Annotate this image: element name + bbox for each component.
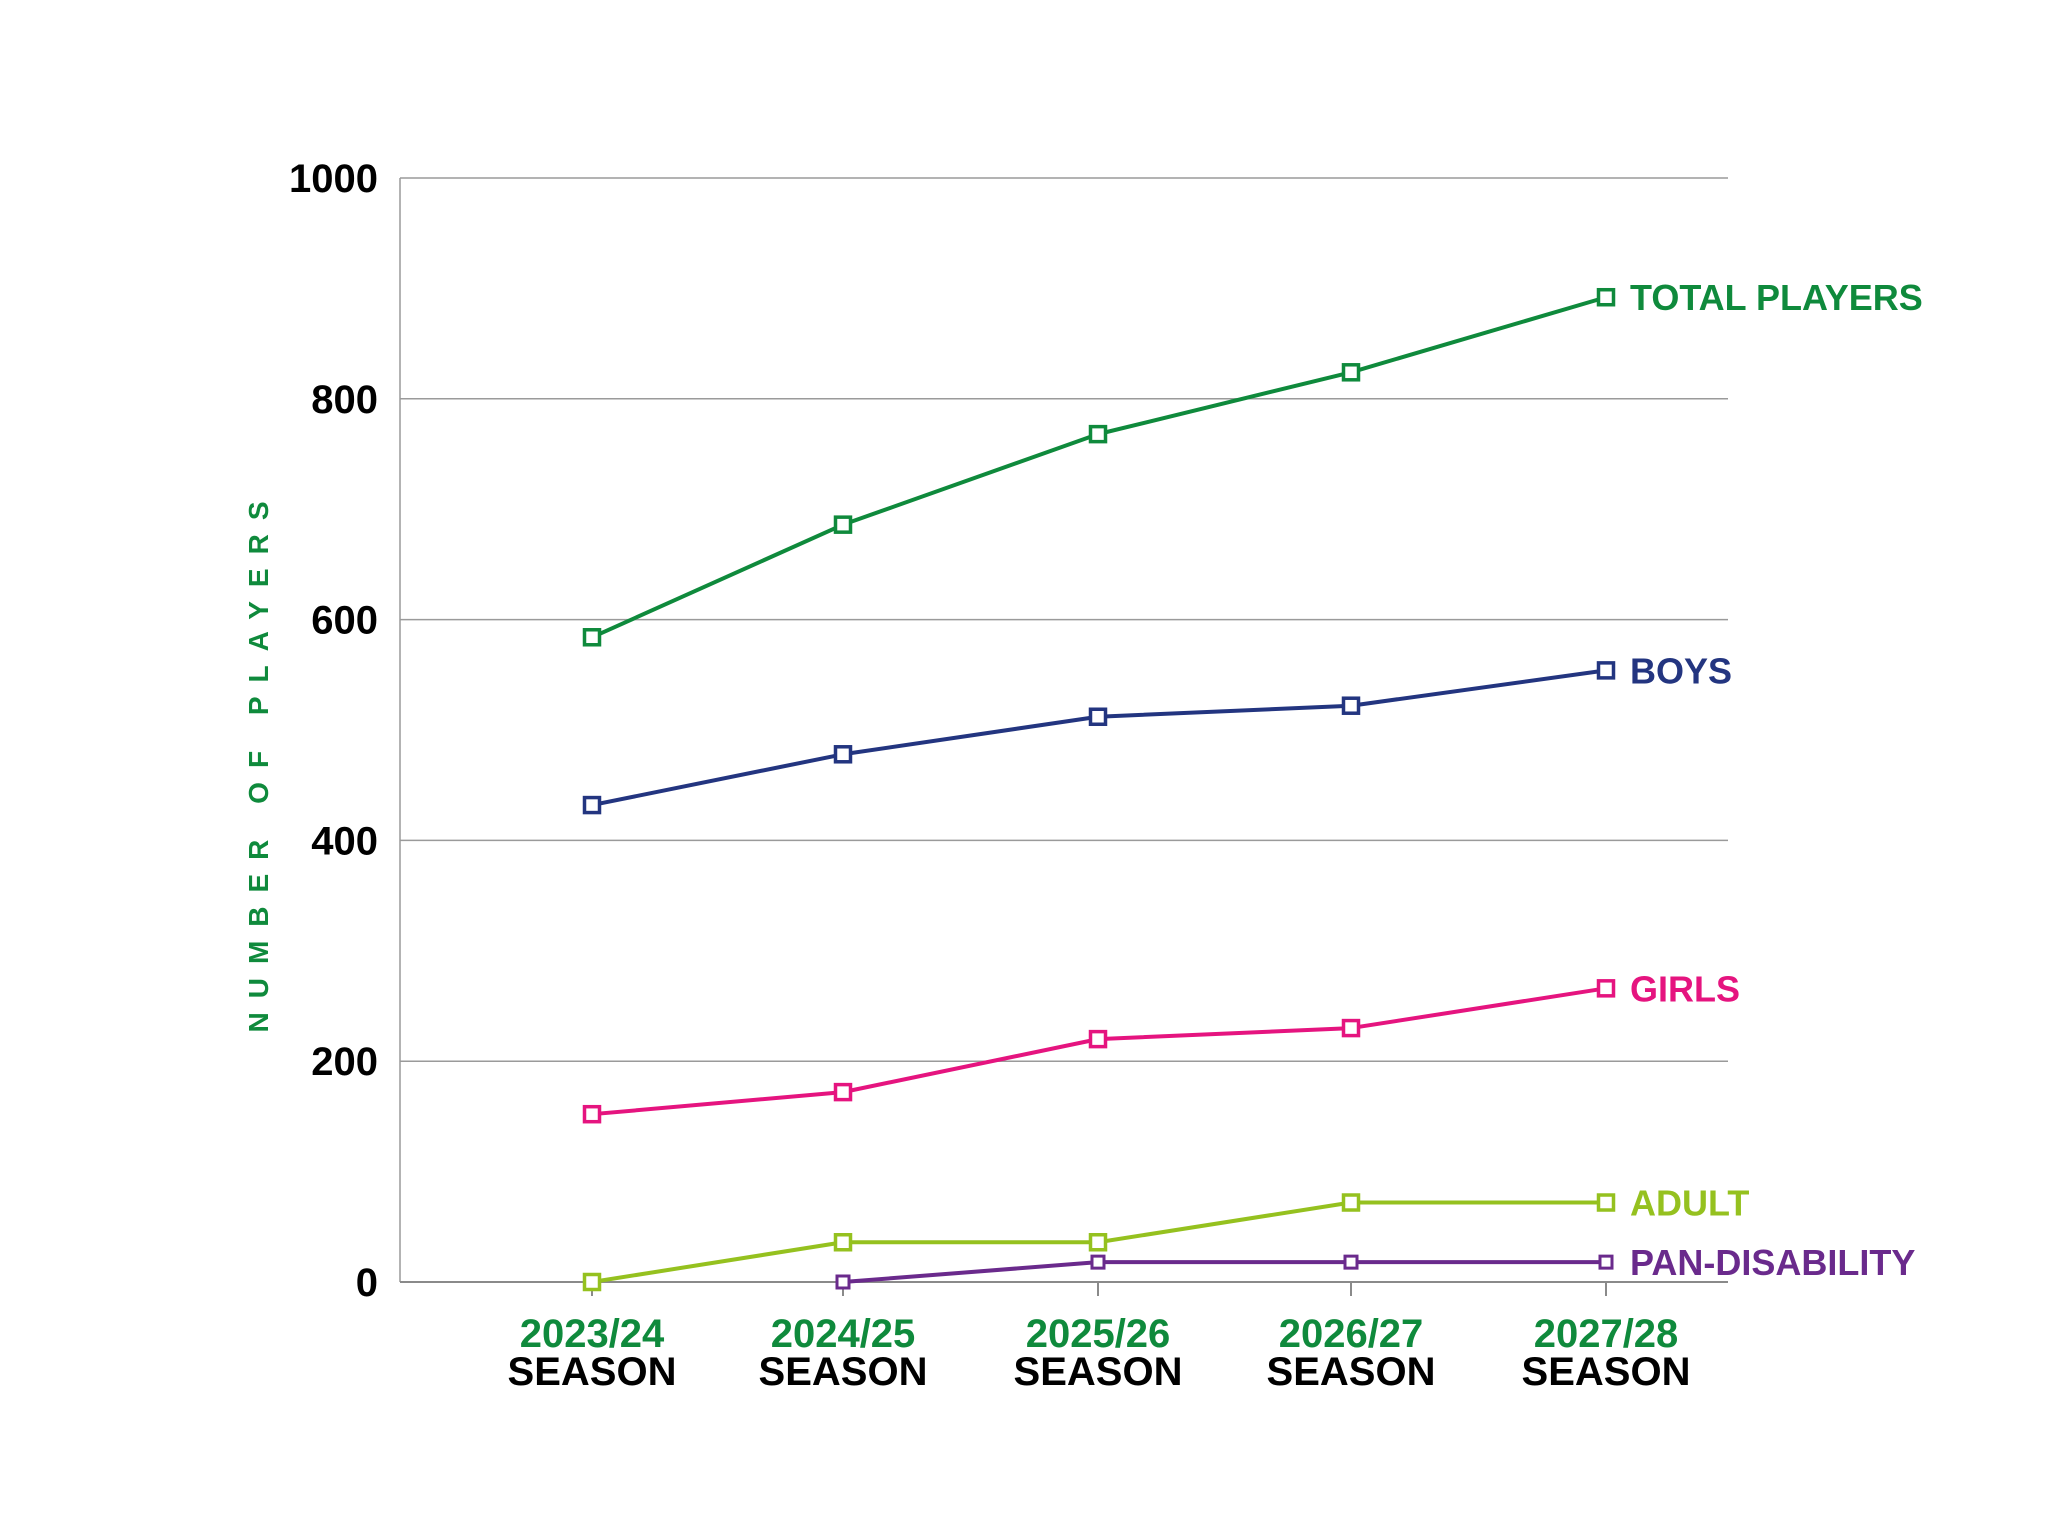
data-point <box>833 515 853 534</box>
data-point <box>833 1233 853 1252</box>
series-line <box>591 986 1607 1117</box>
series-label: BOYS <box>1630 650 1732 691</box>
x-category-suffix: SEASON <box>1267 1350 1436 1394</box>
x-axis: 2023/24SEASON2024/25SEASON2025/26SEASON2… <box>400 1281 1728 1394</box>
data-point <box>582 795 602 815</box>
data-point <box>835 1274 851 1290</box>
x-category-suffix: SEASON <box>1014 1350 1183 1394</box>
series-line <box>591 295 1607 640</box>
y-tick-label: 600 <box>311 599 378 643</box>
series-label: TOTAL PLAYERS <box>1630 277 1923 318</box>
data-point <box>1596 979 1616 998</box>
x-category-season: 2027/28 <box>1534 1312 1679 1356</box>
x-category-suffix: SEASON <box>759 1350 928 1394</box>
data-point <box>1341 1193 1361 1212</box>
x-category-suffix: SEASON <box>1522 1350 1691 1394</box>
y-tick-label: 200 <box>311 1040 378 1084</box>
data-point <box>1341 1018 1361 1038</box>
data-point <box>1088 424 1108 444</box>
data-point <box>1088 1029 1108 1049</box>
data-point <box>1088 707 1108 727</box>
data-point <box>1596 1193 1616 1212</box>
series-label: GIRLS <box>1630 968 1740 1009</box>
data-point <box>1596 287 1616 307</box>
series-total-players: TOTAL PLAYERS <box>582 277 1923 647</box>
x-category-season: 2024/25 <box>771 1312 916 1356</box>
data-point <box>1598 1254 1614 1270</box>
series-label: PAN-DISABILITY <box>1630 1242 1915 1283</box>
x-category-season: 2026/27 <box>1279 1312 1424 1356</box>
series-line <box>842 1260 1606 1284</box>
series-girls: GIRLS <box>582 968 1740 1124</box>
data-point <box>1596 661 1616 680</box>
data-point <box>1341 363 1361 382</box>
x-category-season: 2023/24 <box>520 1312 665 1356</box>
data-point <box>1088 1233 1108 1252</box>
y-axis-ticks: 0 200 400 600 800 1000 <box>289 157 378 1305</box>
data-point <box>582 628 602 647</box>
y-tick-label: 1000 <box>289 157 378 201</box>
series-line <box>591 668 1607 808</box>
y-axis-label: NUMBER OF PLAYERS <box>243 487 274 1032</box>
data-point <box>1343 1254 1359 1270</box>
series-pan-disability: PAN-DISABILITY <box>835 1242 1915 1290</box>
series-label: ADULT <box>1630 1183 1749 1224</box>
series-boys: BOYS <box>582 650 1732 815</box>
y-tick-label: 0 <box>356 1261 378 1305</box>
data-point <box>582 1272 602 1292</box>
series-group: TOTAL PLAYERS BOYS GIRLS ADULT PAN-DISABILIT… <box>582 277 1923 1292</box>
data-point <box>1341 696 1361 715</box>
y-tick-label: 800 <box>311 378 378 422</box>
x-category-suffix: SEASON <box>508 1350 677 1394</box>
data-point <box>582 1104 602 1124</box>
gridlines <box>399 177 1728 1282</box>
y-tick-label: 400 <box>311 819 378 863</box>
x-category-season: 2025/26 <box>1026 1312 1171 1356</box>
data-point <box>833 745 853 764</box>
data-point <box>833 1082 853 1102</box>
series-adult: ADULT <box>582 1183 1749 1292</box>
data-point <box>1090 1254 1106 1270</box>
